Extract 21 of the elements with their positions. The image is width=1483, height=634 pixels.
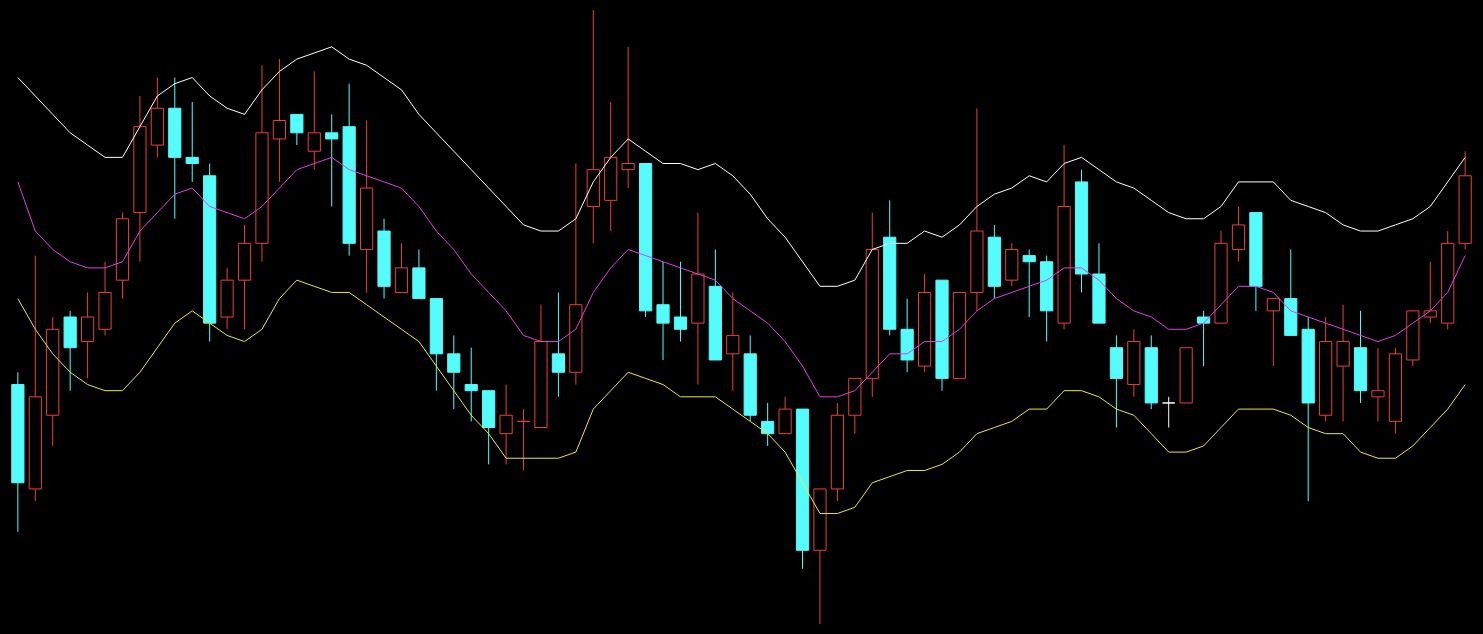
candlestick — [447, 334, 461, 410]
candlestick — [656, 261, 670, 361]
candlestick — [673, 261, 688, 343]
candlestick — [1022, 248, 1036, 318]
candlestick — [516, 408, 531, 471]
candlestick — [1423, 261, 1437, 324]
candlestick — [1162, 396, 1176, 429]
candlestick — [307, 70, 321, 171]
candlestick — [761, 402, 775, 447]
candlestick — [621, 46, 635, 189]
candlestick — [290, 113, 304, 146]
candlestick — [272, 58, 287, 183]
candlestick — [185, 101, 199, 183]
candlestick — [464, 347, 478, 422]
candlestick — [499, 384, 513, 465]
candlestick — [1371, 347, 1385, 422]
candlestick — [325, 113, 339, 207]
candlestick — [1196, 310, 1211, 367]
candlestick — [726, 291, 740, 392]
candlestick — [1266, 298, 1280, 367]
candlestick — [551, 291, 566, 398]
